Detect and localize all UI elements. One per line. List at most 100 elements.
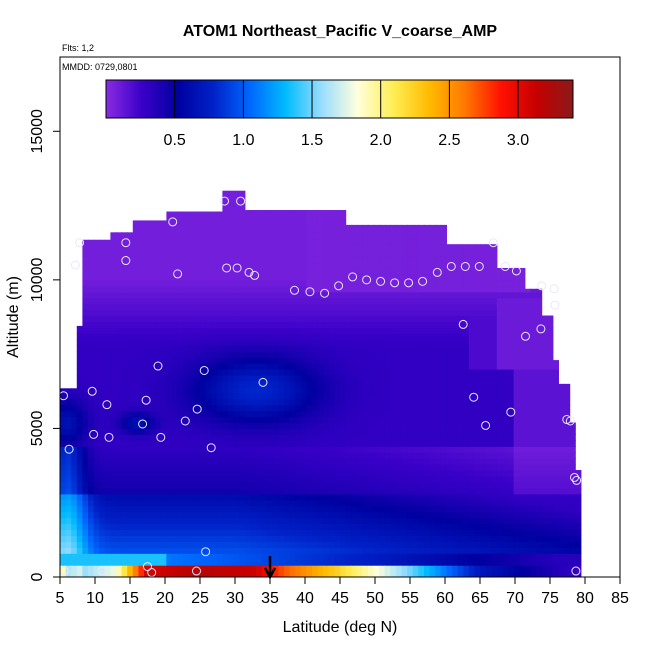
heat-cell — [362, 475, 369, 483]
heat-cell — [233, 511, 240, 519]
heat-cell — [244, 493, 251, 501]
heat-cell — [463, 475, 470, 483]
heat-cell — [334, 291, 341, 299]
heat-cell — [468, 244, 475, 251]
heat-cell — [508, 327, 515, 334]
heat-cell — [401, 267, 408, 275]
heat-cell — [312, 422, 319, 430]
heat-cell — [272, 374, 279, 382]
heat-cell — [345, 267, 352, 275]
heat-cell — [177, 351, 184, 358]
heat-cell — [250, 345, 257, 352]
heat-cell — [233, 380, 240, 388]
heat-cell — [284, 297, 291, 305]
heat-cell — [312, 244, 319, 251]
heat-cell — [480, 369, 487, 376]
heat-cell — [200, 386, 207, 394]
heat-cell — [228, 303, 235, 311]
heat-cell — [334, 446, 341, 453]
heat-cell — [278, 446, 285, 453]
heat-cell — [345, 452, 352, 459]
heat-cell — [267, 416, 274, 424]
heat-cell — [160, 571, 167, 577]
heat-cell — [222, 238, 229, 245]
heat-cell — [345, 559, 352, 566]
heat-cell — [205, 547, 212, 554]
heat-cell — [188, 303, 195, 311]
heat-cell — [71, 553, 78, 560]
heat-cell — [211, 404, 218, 412]
heat-cell — [261, 238, 268, 245]
heat-cell — [200, 434, 207, 441]
heat-cell — [345, 250, 352, 257]
heat-cell — [121, 345, 128, 352]
heat-cell — [172, 416, 179, 424]
heat-cell — [250, 571, 257, 577]
heat-cell — [99, 428, 106, 435]
heat-cell — [250, 369, 257, 376]
heat-cell — [401, 333, 408, 340]
heat-cell — [496, 363, 503, 370]
heat-cell — [418, 321, 425, 328]
heat-cell — [110, 434, 117, 441]
heat-cell — [177, 386, 184, 394]
heat-cell — [194, 553, 201, 560]
heat-cell — [396, 517, 403, 525]
heat-cell — [172, 380, 179, 388]
heat-cell — [468, 327, 475, 334]
heat-cell — [390, 285, 397, 293]
heat-cell — [149, 339, 156, 346]
heat-cell — [362, 529, 369, 536]
heat-cell — [379, 523, 386, 531]
heat-cell — [93, 297, 100, 305]
heat-cell — [457, 327, 464, 334]
heat-cell — [328, 327, 335, 334]
heat-cell — [284, 327, 291, 334]
heat-cell — [166, 493, 173, 501]
heat-cell — [289, 315, 296, 323]
heat-cell — [530, 446, 537, 453]
heat-cell — [99, 351, 106, 358]
heat-cell — [71, 505, 78, 513]
heat-cell — [474, 434, 481, 441]
heat-cell — [172, 398, 179, 406]
heat-cell — [144, 470, 151, 477]
heat-cell — [351, 464, 358, 471]
heat-cell — [121, 487, 128, 495]
heat-cell — [250, 273, 257, 281]
heat-cell — [530, 309, 537, 317]
heat-cell — [104, 458, 111, 465]
heat-cell — [474, 273, 481, 281]
heat-cell — [373, 410, 380, 418]
heat-cell — [390, 481, 397, 489]
heat-cell — [228, 267, 235, 275]
heat-cell — [334, 226, 341, 233]
heat-cell — [373, 398, 380, 406]
heat-cell — [429, 446, 436, 453]
heat-cell — [345, 363, 352, 370]
heat-cell — [457, 422, 464, 430]
heat-cell — [188, 226, 195, 233]
heat-cell — [457, 458, 464, 465]
heat-cell — [463, 267, 470, 275]
heat-cell — [132, 238, 139, 245]
heat-cell — [104, 547, 111, 554]
heat-cell — [491, 398, 498, 406]
heat-cell — [323, 392, 330, 400]
heat-cell — [284, 440, 291, 447]
heat-cell — [132, 256, 139, 263]
heat-cell — [317, 369, 324, 376]
heat-cell — [368, 446, 375, 453]
heat-cell — [530, 291, 537, 299]
heat-cell — [424, 416, 431, 424]
chart-title: ATOM1 Northeast_Pacific V_coarse_AMP — [183, 23, 498, 40]
heat-cell — [412, 374, 419, 382]
heat-cell — [99, 499, 106, 507]
heat-cell — [468, 475, 475, 483]
heat-cell — [278, 499, 285, 507]
heat-cell — [71, 452, 78, 459]
heat-cell — [132, 404, 139, 412]
heat-cell — [256, 422, 263, 430]
heat-cell — [373, 386, 380, 394]
heat-cell — [295, 291, 302, 299]
